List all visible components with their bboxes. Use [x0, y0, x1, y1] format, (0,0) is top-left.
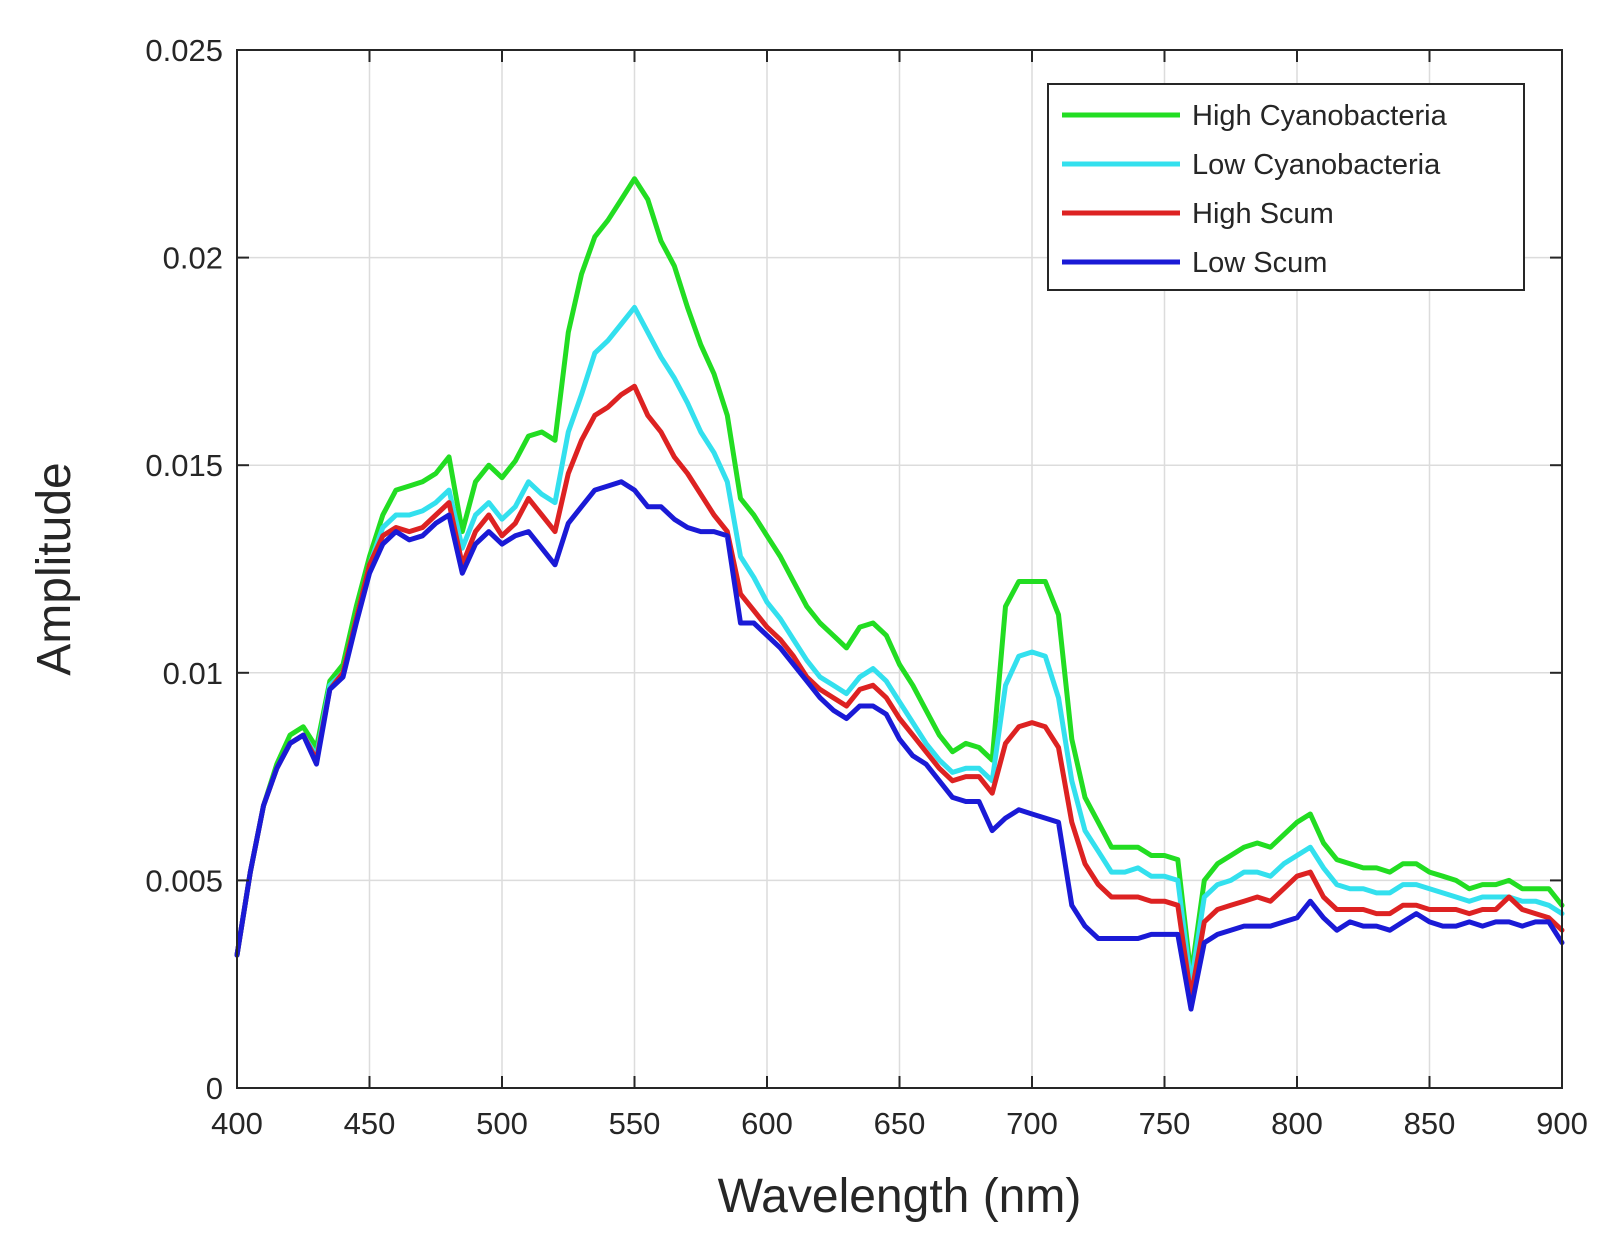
tick-labels: 400 450 500 550 600 650 700 750 800 850 900 0 0.005 0…: [145, 33, 1587, 1141]
x-tick-label: 600: [741, 1106, 793, 1141]
y-tick-label: 0.005: [145, 863, 223, 898]
legend: High Cyanobacteria Low Cyanobacteria High …: [1047, 83, 1525, 291]
x-tick-label: 900: [1536, 1106, 1588, 1141]
y-tick-label: 0: [206, 1071, 223, 1106]
x-tick-label: 500: [476, 1106, 528, 1141]
legend-items: High Cyanobacteria Low Cyanobacteria High …: [1062, 100, 1448, 279]
x-tick-label: 450: [344, 1106, 396, 1141]
legend-label: High Cyanobacteria: [1192, 100, 1448, 132]
x-tick-label: 650: [874, 1106, 926, 1141]
axis-ticks: [236, 49, 1563, 1089]
x-tick-label: 800: [1271, 1106, 1323, 1141]
legend-label: Low Cyanobacteria: [1192, 149, 1441, 181]
x-tick-label: 400: [211, 1106, 263, 1141]
series-line-high-cyanobacteria: [234, 176, 1565, 979]
x-tick-label: 750: [1139, 1106, 1191, 1141]
series-line-low-scum: [234, 479, 1565, 1012]
x-tick-label: 550: [609, 1106, 661, 1141]
data-series: [234, 176, 1565, 1012]
series-line-low-cyanobacteria: [234, 304, 1565, 987]
legend-label: High Scum: [1192, 198, 1334, 230]
x-axis-title: Wavelength (nm): [718, 1170, 1082, 1223]
y-tick-label: 0.01: [163, 656, 223, 691]
y-axis-title: Amplitude: [28, 462, 81, 675]
y-tick-label: 0.015: [145, 448, 223, 483]
x-tick-label: 700: [1006, 1106, 1058, 1141]
y-tick-label: 0.025: [145, 33, 223, 68]
x-tick-label: 850: [1404, 1106, 1456, 1141]
y-tick-label: 0.02: [163, 241, 223, 276]
legend-label: Low Scum: [1192, 247, 1327, 279]
legend-box: [1047, 83, 1525, 291]
